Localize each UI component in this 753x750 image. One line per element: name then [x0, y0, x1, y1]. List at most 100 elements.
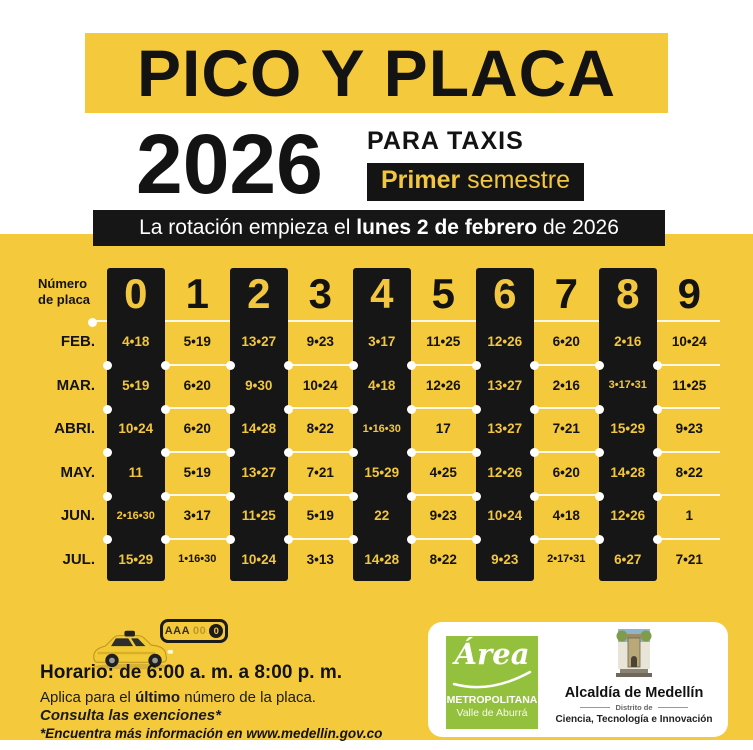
column-header-digit-6: 6	[493, 270, 517, 317]
divider-dot	[160, 404, 170, 414]
divider-dot	[283, 448, 293, 457]
table-cell: 13•27	[487, 421, 523, 437]
divider-dot	[529, 361, 539, 370]
divider-dot	[594, 361, 604, 370]
taxi-icon	[93, 630, 175, 670]
table-cell: 6•20	[183, 377, 211, 393]
divider-dot	[160, 491, 170, 501]
column-header-digit-2: 2	[247, 270, 271, 317]
rotation-text-date: lunes 2 de febrero	[356, 216, 538, 239]
divider-dot	[348, 361, 358, 370]
table-cell: 4•18	[122, 334, 150, 350]
divider-dot	[406, 404, 416, 414]
alcaldia-subtitle: Ciencia, Tecnología e Innovación	[555, 714, 713, 725]
table-cell: 1	[685, 508, 693, 524]
pico-placa-table: 0 1 2 3 4 5 6 7 8 9 FEB. 4•18 5•19 13•27 9•23 3•17 11•25…	[54, 268, 720, 581]
table-cell: 12•26	[610, 508, 646, 524]
table-cell: 14•28	[241, 421, 277, 437]
table-cell: 7•21	[306, 464, 334, 480]
poster-title: PICO Y PLACA	[137, 36, 616, 110]
area-swash-icon	[452, 670, 532, 689]
alcaldia-district-row: Distrito de	[546, 703, 722, 712]
table-cell: 9•23	[675, 421, 703, 437]
divider-dot	[594, 491, 604, 501]
column-strip-6	[476, 268, 534, 581]
plate-number-label-line1: Número	[38, 276, 88, 291]
divider-dot	[652, 404, 662, 414]
table-cell: 11	[128, 464, 143, 480]
table-cell: 10•24	[302, 377, 338, 393]
subtitle-group: PARA TAXIS Primer semestre	[367, 127, 584, 201]
column-header-digit-0: 0	[124, 270, 148, 317]
table-cell: 9•23	[429, 508, 457, 524]
column-header-digit-7: 7	[554, 270, 578, 317]
table-cell: 8•22	[429, 551, 457, 567]
license-plate-icon: AAA 00 0	[160, 619, 228, 643]
district-dash-left	[580, 707, 611, 708]
divider-dot	[283, 361, 293, 370]
table-cell: 6•20	[552, 464, 580, 480]
table-cell: 9•23	[306, 334, 334, 350]
divider-dot	[471, 361, 481, 370]
divider-dot	[102, 491, 112, 501]
plate-letters: AAA	[164, 625, 191, 637]
table-cell: 13•27	[241, 334, 277, 350]
column-strip-0	[107, 268, 165, 581]
table-cell: 4•18	[552, 508, 580, 524]
district-text: Distrito de	[615, 703, 653, 712]
table-cell: 5•19	[306, 508, 334, 524]
table-cell: 5•19	[183, 464, 211, 480]
area-metropolitana-text: METROPOLITANA	[446, 694, 538, 706]
table-cell: 15•29	[610, 421, 646, 437]
title-band: PICO Y PLACA	[85, 33, 668, 113]
table-cell: 13•27	[241, 464, 277, 480]
alcaldia-medellin-logo: Alcaldía de Medellín Distrito de Ciencia…	[546, 627, 722, 725]
divider-dot	[471, 404, 481, 414]
column-header-digit-3: 3	[308, 270, 332, 317]
table-cell: 15•29	[118, 551, 154, 567]
applies-bold-ultimo: último	[135, 689, 181, 706]
table-cell: 8•22	[675, 464, 703, 480]
area-metropolitana-logo: Área METROPOLITANA Valle de Aburrá	[446, 636, 538, 729]
divider-dot	[594, 404, 604, 414]
table-cell: 8•22	[306, 421, 334, 437]
table-cell: 4•18	[368, 377, 396, 393]
divider-dot	[406, 491, 416, 501]
divider-dot	[406, 535, 416, 544]
alcaldia-crest-icon	[616, 629, 652, 677]
divider-dot	[652, 448, 662, 457]
table-cell: 15•29	[364, 464, 400, 480]
divider-dot	[102, 361, 112, 370]
divider-dot	[652, 491, 662, 501]
semester-word-primer: Primer	[381, 166, 461, 194]
column-header-digit-9: 9	[677, 270, 701, 317]
divider-dot	[160, 448, 170, 457]
table-cell: 6•20	[552, 334, 580, 350]
divider-dot	[225, 404, 235, 414]
logos-container: Área METROPOLITANA Valle de Aburrá Alcal…	[428, 622, 728, 737]
table-cell: 2•17•31	[547, 553, 586, 566]
month-label-jul: JUL.	[62, 550, 95, 568]
month-label-mar: MAR.	[56, 376, 95, 394]
table-cell: 3•17•31	[608, 379, 647, 392]
applies-prefix: Aplica para el	[40, 689, 136, 706]
column-header-digit-8: 8	[616, 270, 640, 317]
subtitle-para-taxis: PARA TAXIS	[367, 127, 524, 155]
table-cell: 1•16•30	[178, 553, 217, 566]
plate-faint-digits: 00	[193, 625, 207, 637]
divider-dot	[652, 361, 662, 370]
divider-dot	[283, 404, 293, 414]
applies-suffix: número de la placa.	[180, 689, 316, 706]
table-cell: 22	[374, 508, 390, 524]
table-cell: 6•27	[614, 551, 642, 567]
month-label-feb: FEB.	[60, 333, 95, 351]
table-cell: 3•17	[183, 508, 211, 524]
alcaldia-title: Alcaldía de Medellín	[564, 685, 704, 701]
exemptions-note: Consulta las exenciones*	[40, 707, 221, 724]
rotation-text-prefix: La rotación empieza el	[139, 216, 357, 239]
table-cell: 2•16	[614, 334, 642, 350]
month-label-abri: ABRI.	[54, 420, 95, 438]
table-cell: 6•20	[183, 421, 211, 437]
rotation-text-suffix: de 2026	[537, 216, 619, 239]
